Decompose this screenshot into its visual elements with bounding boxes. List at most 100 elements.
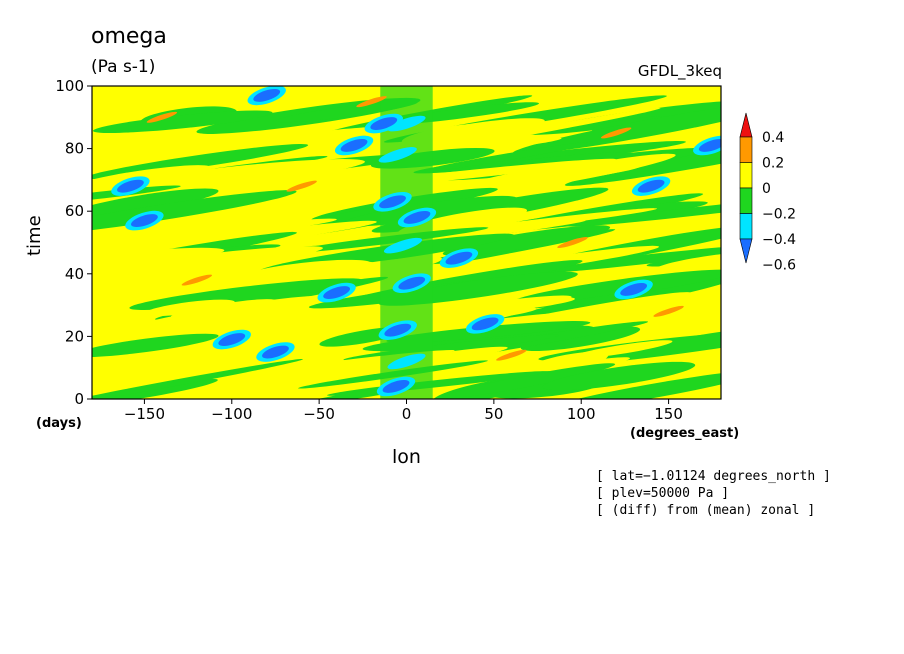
contour-field [92, 86, 721, 399]
colorbar-top-arrow [739, 112, 753, 138]
feature-blob [323, 286, 351, 300]
feature-blob [356, 96, 387, 108]
field-streak [112, 295, 323, 334]
field-streak [539, 370, 721, 399]
colorbar-segment [739, 213, 753, 240]
x-tick-label: 100 [567, 405, 596, 423]
field-streak [442, 225, 611, 256]
colorbar-label: 0.4 [762, 130, 784, 146]
x-tick-label: −100 [211, 405, 252, 423]
x-tick-label: 150 [654, 405, 683, 423]
feature-blob [131, 214, 158, 228]
field-streak [92, 144, 309, 180]
colorbar-label: −0.6 [762, 258, 796, 274]
feature-blob [471, 317, 499, 331]
field-streak [420, 141, 593, 172]
x-tick-label: −150 [124, 405, 165, 423]
field-streak [386, 321, 591, 343]
feature-blob [403, 211, 431, 224]
field-streak [92, 110, 273, 134]
field-streak [92, 230, 148, 245]
y-tick-label: 60 [65, 202, 84, 220]
feature-blob [620, 283, 648, 296]
feature-blob [398, 276, 426, 290]
annotation-pressure-level: [ plev=50000 Pa ] [596, 486, 730, 501]
field-streak [530, 164, 721, 219]
colorbar-segment [739, 136, 753, 163]
field-streak [92, 247, 225, 278]
y-tick-label: 100 [55, 77, 84, 95]
field-streak [143, 299, 235, 317]
feature-blob [370, 117, 398, 130]
field-streak [129, 278, 363, 310]
field-streak [92, 246, 323, 278]
colorbar-bottom-arrow [739, 238, 753, 264]
feature-blob [637, 179, 665, 193]
field-streak [669, 176, 721, 193]
y-tick-label: 40 [65, 265, 84, 283]
y-tick-label: 80 [65, 140, 84, 158]
field-streak [92, 188, 219, 219]
colorbar-label: 0.2 [762, 156, 784, 172]
y-axis-units: (days) [36, 416, 82, 431]
axis-ticks: −150 −100 −50 0 50 100 150 0 20 40 60 80 100 [55, 77, 683, 423]
field-streak [191, 314, 338, 333]
feature-blob [262, 345, 289, 359]
colorbar: 0.4 0.2 0 −0.2 −0.4 −0.6 [739, 112, 796, 274]
colorbar-label: −0.4 [762, 232, 796, 248]
field-streak [654, 250, 721, 273]
x-tick-label: 50 [484, 405, 503, 423]
feature-blob [600, 127, 632, 139]
colorbar-label: 0 [762, 181, 771, 197]
chart-title: omega [91, 24, 167, 49]
field-streak [92, 333, 219, 358]
feature-blob [340, 139, 368, 152]
feature-blob [383, 237, 423, 254]
colorbar-segment [739, 187, 753, 214]
feature-blob [557, 237, 588, 248]
field-streak [494, 243, 721, 277]
colorbar-segment [739, 162, 753, 189]
model-label: GFDL_3keq [637, 62, 722, 80]
field-streak [526, 351, 609, 374]
feature-blob [286, 180, 317, 192]
field-streak [92, 132, 259, 167]
feature-blob [378, 147, 417, 163]
x-tick-label: −50 [303, 405, 335, 423]
field-streak [577, 321, 721, 364]
field-streak [520, 326, 641, 352]
x-axis-units: (degrees_east) [630, 426, 740, 441]
y-tick-label: 20 [65, 327, 84, 345]
annotation-latitude: [ lat=−1.01124 degrees_north ] [596, 469, 831, 484]
field-streak [542, 361, 696, 391]
field-layers [92, 86, 721, 399]
field-streak [130, 218, 337, 244]
x-tick-label: 0 [402, 405, 412, 423]
y-axis-label: time [24, 215, 45, 256]
field-streak [673, 305, 721, 318]
field-streak [388, 107, 661, 158]
field-streak [92, 358, 304, 399]
feature-blob [382, 380, 410, 393]
feature-blob [387, 353, 426, 370]
field-streak [564, 131, 721, 186]
feature-blob [146, 111, 178, 123]
chart-units: (Pa s-1) [91, 57, 156, 77]
feature-blob [653, 305, 684, 317]
feature-blob [379, 195, 406, 209]
feature-blob [384, 323, 412, 337]
field-streak [108, 159, 365, 191]
feature-blob [181, 274, 213, 286]
field-streak [529, 269, 679, 291]
field-streak [526, 101, 721, 135]
field-streak [567, 196, 721, 227]
feature-blob [698, 139, 721, 152]
feature-blob [445, 251, 473, 265]
field-streak [105, 127, 378, 163]
feature-blob [117, 179, 144, 193]
feature-blob [218, 333, 246, 346]
y-tick-label: 0 [74, 390, 84, 408]
feature-blob [253, 88, 281, 102]
feature-blob [387, 115, 426, 132]
